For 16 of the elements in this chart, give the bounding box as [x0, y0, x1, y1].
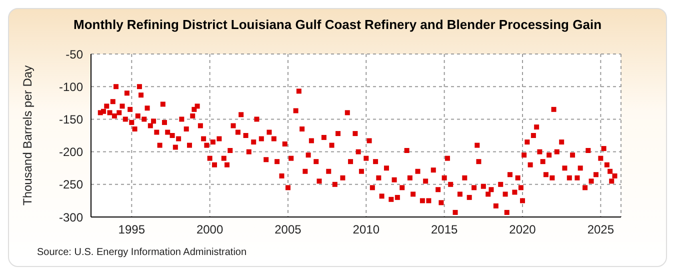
x-tick-label: 2020	[509, 222, 536, 237]
chart-title: Monthly Refining District Louisiana Gulf Coast Refinery and Blender Processing Gain	[72, 17, 603, 32]
y-tick-label: -50	[66, 47, 84, 62]
x-tick-label: 2000	[196, 222, 224, 237]
x-tick-label: 1995	[118, 222, 146, 237]
x-tick-label: 2015	[430, 222, 458, 237]
y-tick-label: -100	[58, 80, 84, 94]
y-tick-label: -250	[58, 178, 84, 192]
x-tick-label: 2025	[587, 222, 614, 237]
source-note: Source: U.S. Energy Information Administration	[37, 247, 247, 258]
x-tick-label: 2005	[274, 222, 302, 237]
y-axis-title: Thousand Barrels per Day	[20, 65, 34, 206]
y-tick-label: -300	[58, 210, 84, 224]
x-tick-label: 2010	[352, 222, 380, 237]
y-tick-label: -200	[58, 145, 84, 160]
y-tick-label: -150	[58, 112, 84, 126]
